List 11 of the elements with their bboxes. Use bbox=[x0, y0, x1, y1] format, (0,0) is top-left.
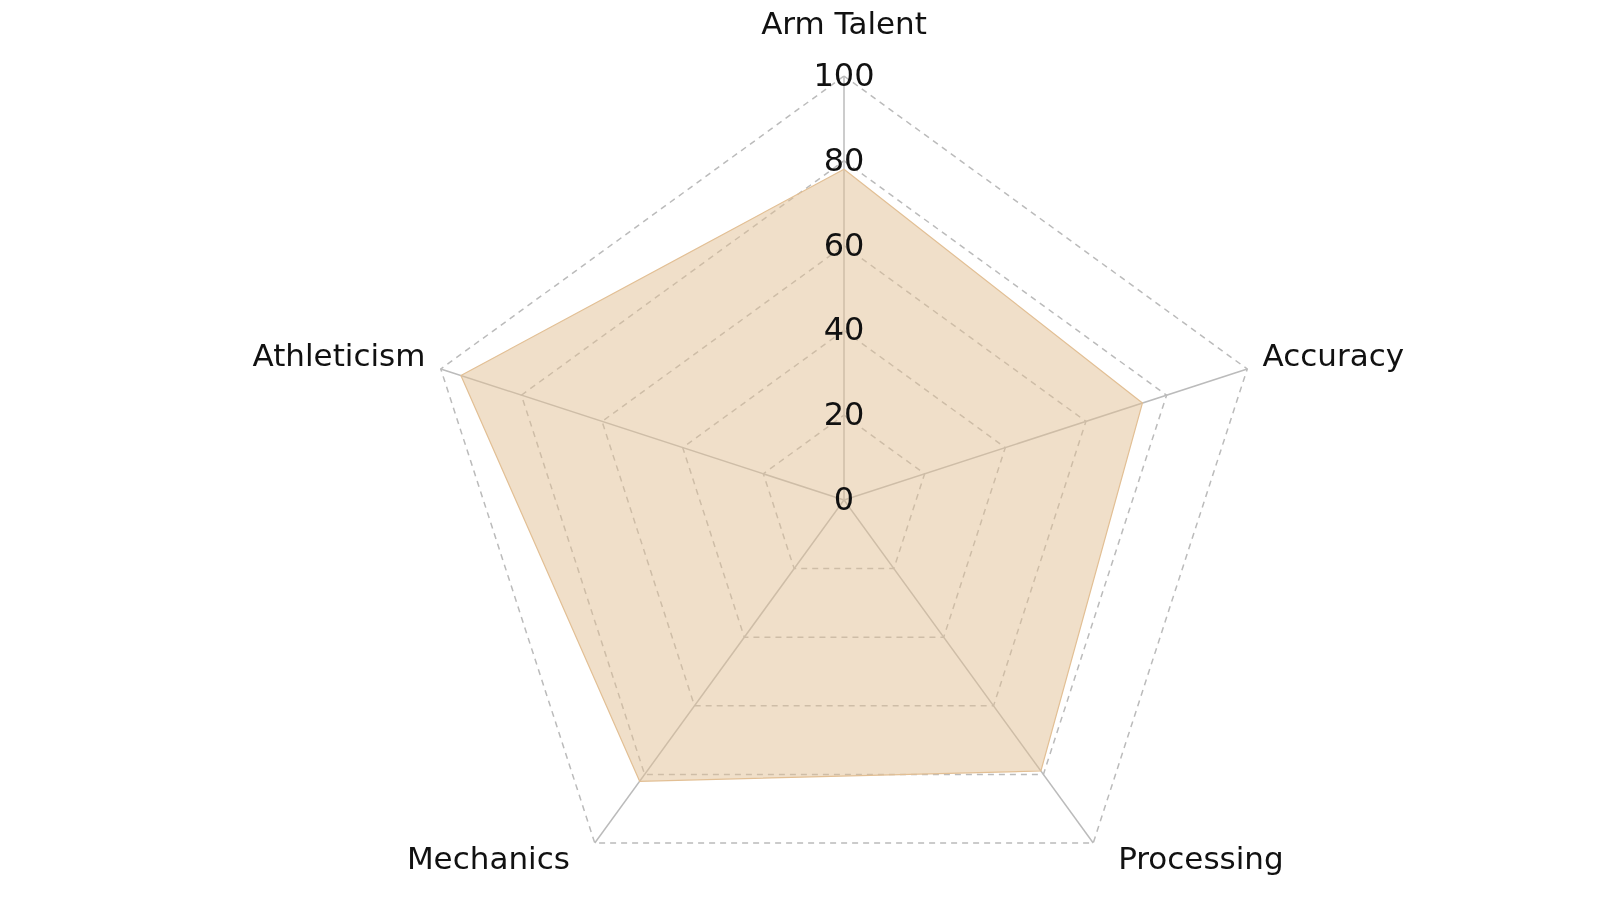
y-tick-label: 60 bbox=[823, 225, 865, 264]
y-tick-label: 40 bbox=[823, 310, 865, 349]
spoke-label: Accuracy bbox=[1262, 336, 1405, 373]
y-tick-label: 80 bbox=[823, 140, 865, 179]
spoke-label: Processing bbox=[1118, 840, 1284, 877]
y-tick-label: 100 bbox=[813, 56, 875, 94]
y-tick-label: 0 bbox=[833, 480, 855, 518]
y-tick-label: 20 bbox=[823, 395, 865, 434]
spoke-label: Arm Talent bbox=[761, 4, 927, 41]
spoke-label: Mechanics bbox=[406, 840, 570, 877]
spoke-label: Athleticism bbox=[252, 336, 426, 373]
